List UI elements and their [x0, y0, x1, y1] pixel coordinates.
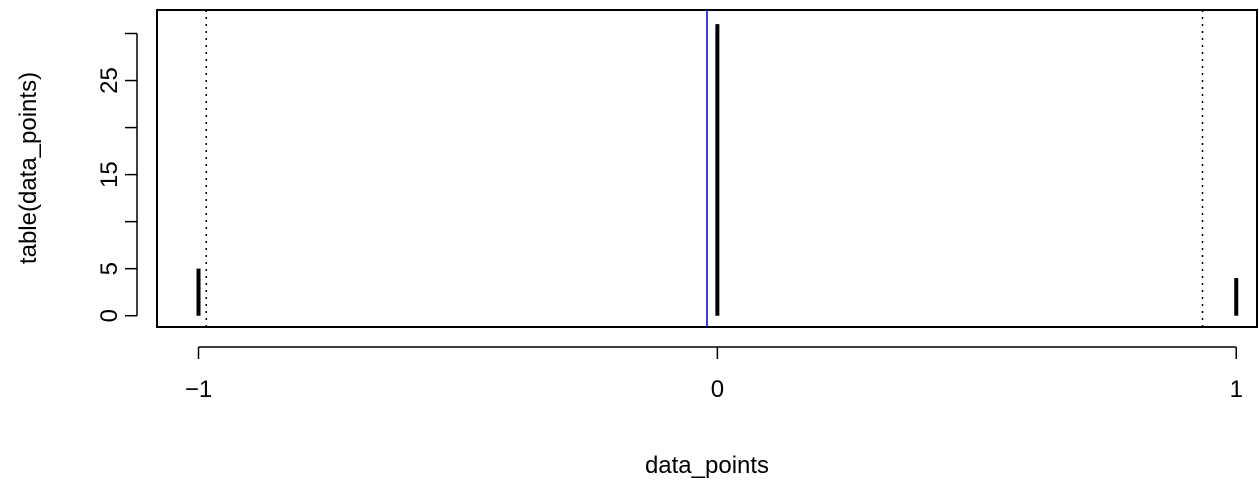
x-tick-label: −1: [185, 376, 212, 403]
x-tick-label: 1: [1230, 376, 1243, 403]
y-axis-title: table(data_points): [15, 72, 42, 264]
x-tick-label: 0: [711, 376, 724, 403]
y-axis: 0 5 15 25: [96, 32, 138, 322]
y-tick-label: 25: [96, 67, 123, 94]
bars: [196, 24, 1239, 316]
reference-lines: [205, 10, 1204, 327]
x-axis-title: data_points: [645, 452, 769, 479]
y-tick-label: 0: [96, 309, 123, 322]
y-tick-label: 15: [96, 161, 123, 188]
y-tick-label: 5: [96, 262, 123, 275]
x-axis: −1 0 1: [185, 346, 1243, 403]
